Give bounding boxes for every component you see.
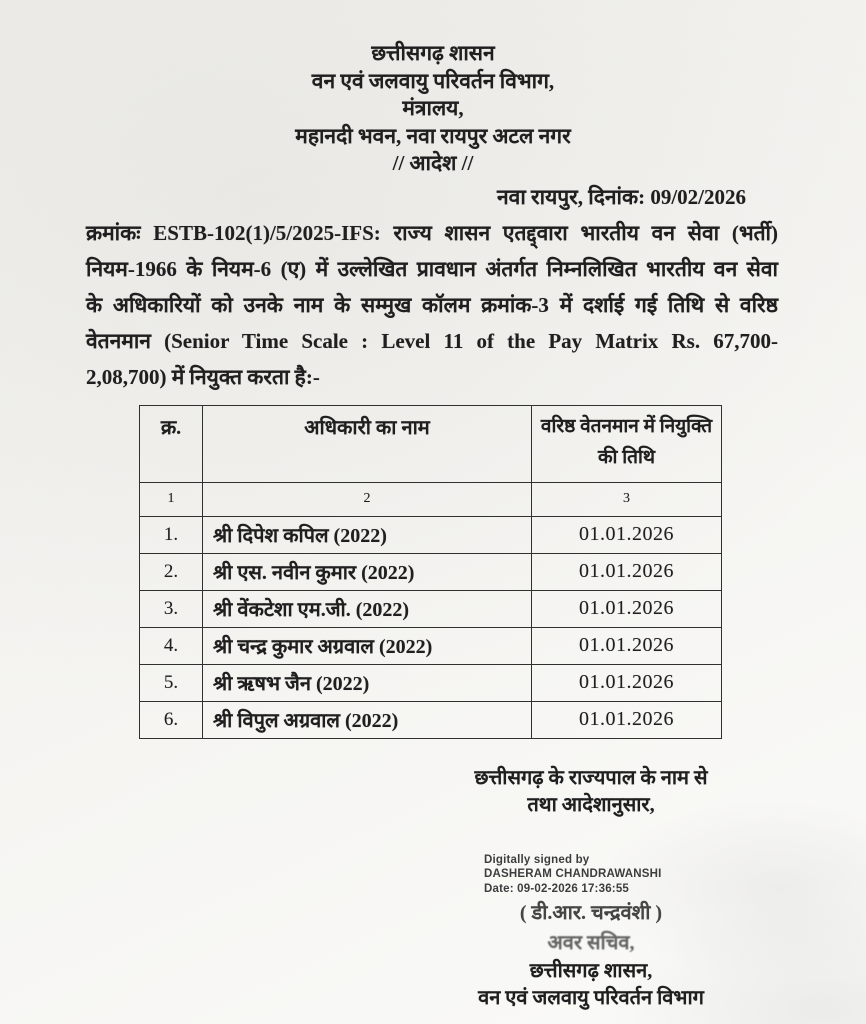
- officer-name-cell: श्री विपुल अग्रवाल (2022): [202, 700, 532, 739]
- para-line-2: नियम-1966 के नियम-6 (ए) में उल्लेखित प्र…: [86, 256, 778, 281]
- para-line-5: 2,08,700) में नियुक्त करता है:-: [86, 364, 320, 389]
- ministry-line: मंत्रालय,: [402, 96, 464, 120]
- header-appointment-date: वरिष्ठ वेतनमान में नियुक्ति की तिथि: [531, 404, 722, 483]
- serial-cell: 1.: [139, 515, 203, 554]
- appointment-date-cell: 01.01.2026: [531, 663, 722, 702]
- para-line-4: वेतनमान (Senior Time Scale : Level 11 of…: [86, 328, 778, 353]
- government-name: छत्तीसगढ़ शासन: [371, 41, 495, 65]
- signer-organization: छत्तीसगढ़ शासन,: [529, 960, 653, 982]
- table-header-row: क्र. अधिकारी का नाम वरिष्ठ वेतनमान में न…: [139, 404, 722, 483]
- appointment-date-cell: 01.01.2026: [531, 700, 722, 739]
- appointment-date-cell: 01.01.2026: [531, 589, 722, 628]
- serial-cell: 3.: [139, 589, 203, 628]
- table-row: 5. श्री ऋषभ जैन (2022) 01.01.2026: [139, 663, 722, 702]
- para-line-1: क्रमांकः ESTB-102(1)/5/2025-IFS: राज्य श…: [86, 220, 778, 245]
- officer-name-cell: श्री दिपेश कपिल (2022): [202, 515, 532, 554]
- table-row: 4. श्री चन्द्र कुमार अग्रवाल (2022) 01.0…: [139, 626, 722, 665]
- order-heading: // आदेश //: [392, 151, 474, 175]
- stamp-line-3: Date: 09-02-2026 17:36:55: [484, 882, 630, 895]
- stamp-line-2: DASHERAM CHANDRAWANSHI: [484, 868, 662, 880]
- para-line-3: के अधिकारियों को उनके नाम के सम्मुख कॉलम…: [86, 292, 778, 317]
- signer-department: वन एवं जलवायु परिवर्तन विभाग: [478, 987, 704, 1009]
- officer-name-cell: श्री चन्द्र कुमार अग्रवाल (2022): [202, 626, 532, 665]
- appointment-date-cell: 01.01.2026: [531, 515, 722, 554]
- officer-name-cell: श्री ऋषभ जैन (2022): [202, 663, 532, 702]
- signer-designation: अवर सचिव,: [547, 932, 635, 954]
- serial-cell: 4.: [139, 626, 203, 665]
- order-number-paragraph: क्रमांकः ESTB-102(1)/5/2025-IFS: राज्य श…: [86, 215, 778, 395]
- column-number-3: 3: [531, 481, 722, 517]
- header-serial: क्र.: [139, 404, 203, 483]
- authority-line-2: तथा आदेशानुसार,: [527, 793, 655, 816]
- table-row: 1. श्री दिपेश कपिल (2022) 01.01.2026: [139, 515, 722, 554]
- serial-cell: 5.: [139, 663, 203, 702]
- digital-signature-stamp: Digitally signed by DASHERAM CHANDRAWANS…: [484, 853, 756, 897]
- table-row: 3. श्री वेंकटेशा एम.जी. (2022) 01.01.202…: [139, 589, 722, 628]
- column-number-row: 1 2 3: [139, 481, 722, 517]
- serial-cell: 6.: [139, 700, 203, 739]
- serial-cell: 2.: [139, 552, 203, 591]
- table-row: 6. श्री विपुल अग्रवाल (2022) 01.01.2026: [139, 700, 722, 739]
- signature-block: छत्तीसगढ़ के राज्यपाल के नाम से तथा आदेश…: [426, 765, 756, 1013]
- appointment-date-cell: 01.01.2026: [531, 552, 722, 591]
- stamp-line-1: Digitally signed by: [484, 853, 590, 866]
- address-line: महानदी भवन, नवा रायपुर अटल नगर: [295, 123, 571, 148]
- officer-name-cell: श्री वेंकटेशा एम.जी. (2022): [202, 589, 532, 628]
- department-name: वन एवं जलवायु परिवर्तन विभाग,: [311, 68, 555, 93]
- officers-table: क्र. अधिकारी का नाम वरिष्ठ वेतनमान में न…: [139, 404, 722, 739]
- header-officer-name: अधिकारी का नाम: [202, 404, 532, 483]
- officer-name-cell: श्री एस. नवीन कुमार (2022): [202, 552, 532, 591]
- appointment-date-cell: 01.01.2026: [531, 626, 722, 665]
- column-number-2: 2: [202, 481, 532, 517]
- authority-line-1: छत्तीसगढ़ के राज्यपाल के नाम से: [474, 766, 708, 789]
- signer-name: ( डी.आर. चन्द्रवंशी ): [519, 902, 663, 924]
- place-date-line: नवा रायपुर, दिनांक: 09/02/2026: [497, 184, 746, 209]
- column-number-1: 1: [139, 481, 203, 517]
- table-row: 2. श्री एस. नवीन कुमार (2022) 01.01.2026: [139, 552, 722, 591]
- letterhead: छत्तीसगढ़ शासन वन एवं जलवायु परिवर्तन वि…: [0, 0, 866, 178]
